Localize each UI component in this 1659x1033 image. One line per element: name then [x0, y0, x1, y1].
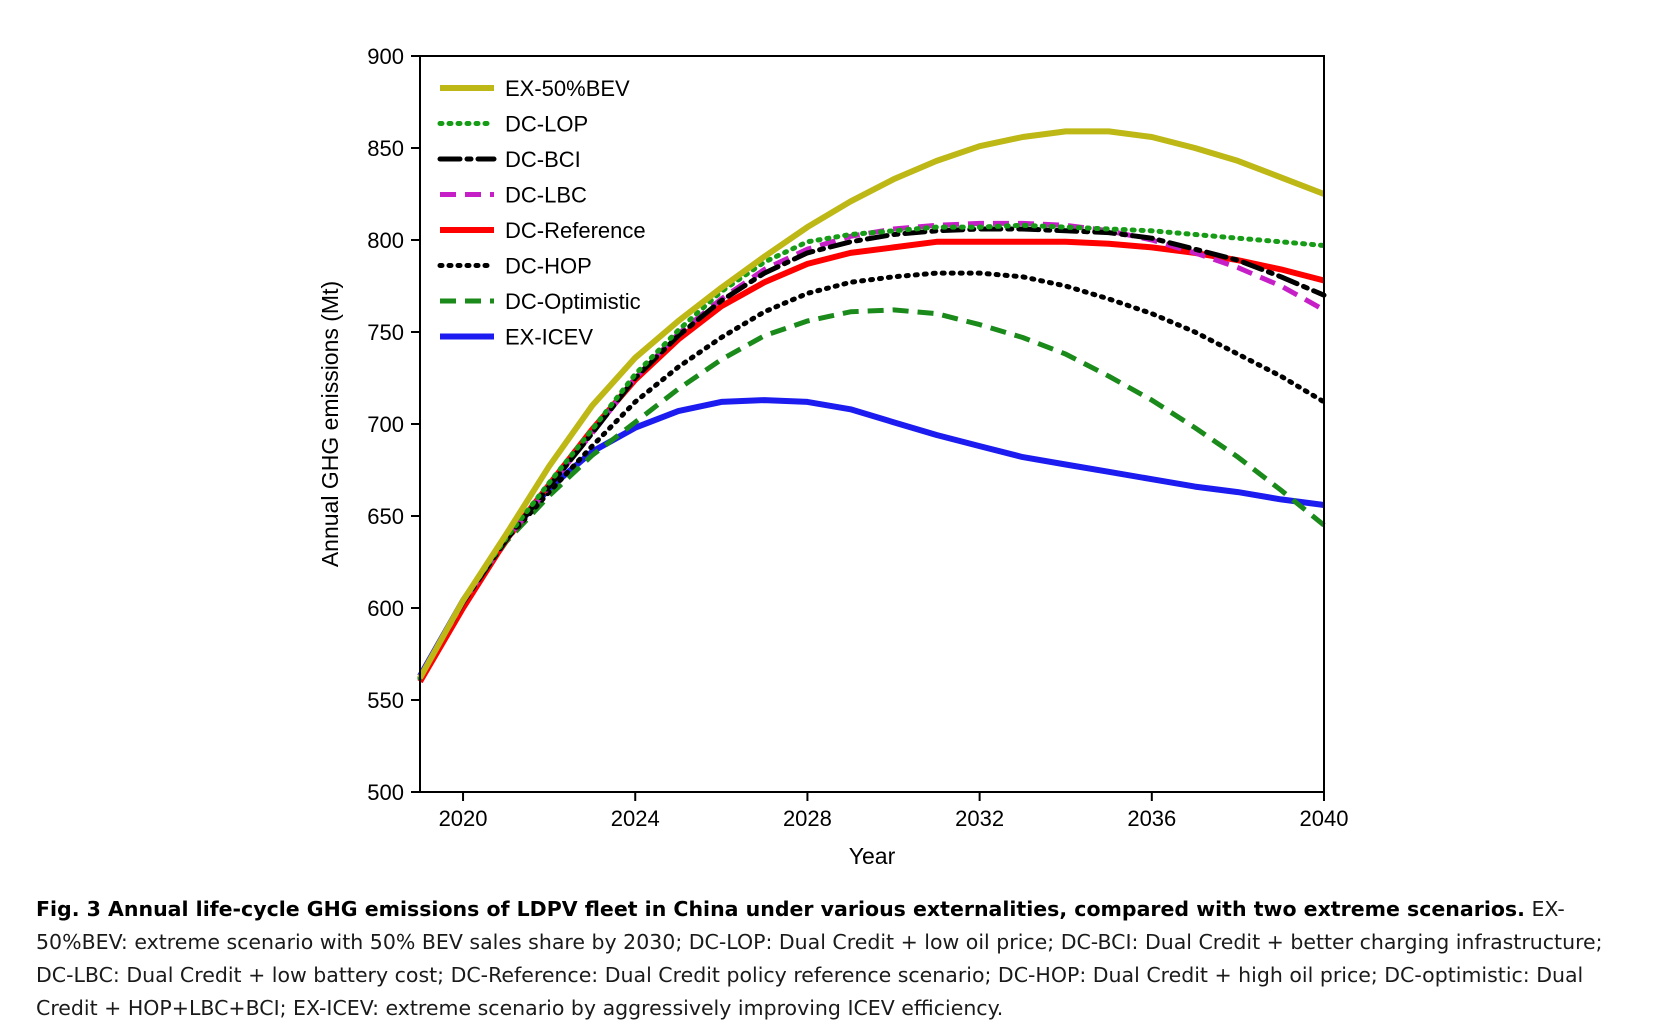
legend-label: EX-50%BEV [505, 76, 630, 101]
y-tick-label: 650 [367, 504, 404, 529]
y-tick-label: 750 [367, 320, 404, 345]
legend-label: DC-BCI [505, 147, 581, 172]
x-tick-label: 2024 [611, 806, 660, 831]
x-axis: 2020 2024 2028 2032 2036 2040 [439, 792, 1349, 831]
caption-text: EX-50%BEV: extreme scenario with 50% BEV… [36, 897, 1603, 1020]
y-axis: 500 550 600 650 700 750 800 850 900 [367, 44, 420, 805]
legend: EX-50%BEV DC-LOP DC-BCI DC-LBC DC-Reference D… [437, 76, 646, 350]
figure-caption: Fig. 3 Annual life-cycle GHG emissions o… [36, 893, 1636, 1025]
y-tick-label: 600 [367, 596, 404, 621]
legend-label: DC-LOP [505, 112, 588, 137]
y-tick-label: 900 [367, 44, 404, 69]
series-line-ex-50-bev [417, 128, 1326, 680]
legend-label: EX-ICEV [505, 325, 593, 350]
series-line-dc-bci [417, 226, 1327, 681]
series-line-dc-lop [417, 222, 1327, 681]
emissions-line-chart: 500 550 600 650 700 750 800 850 900 2020 2024 2028… [317, 44, 1349, 869]
series-layer [417, 128, 1327, 684]
series-line-ex-icev [417, 397, 1325, 678]
legend-label: DC-Optimistic [505, 289, 641, 314]
y-tick-label: 550 [367, 688, 404, 713]
y-tick-label: 850 [367, 136, 404, 161]
x-tick-label: 2036 [1127, 806, 1176, 831]
y-tick-label: 700 [367, 412, 404, 437]
y-axis-title: Annual GHG emissions (Mt) [317, 281, 343, 567]
x-tick-label: 2032 [955, 806, 1004, 831]
y-tick-label: 800 [367, 228, 404, 253]
x-tick-label: 2040 [1300, 806, 1349, 831]
y-tick-label: 500 [367, 780, 404, 805]
x-axis-title: Year [849, 843, 896, 869]
legend-label: DC-HOP [505, 254, 592, 279]
x-tick-label: 2020 [439, 806, 488, 831]
caption-title: Fig. 3 Annual life-cycle GHG emissions o… [36, 897, 1525, 921]
series-line-dc-hop [417, 270, 1327, 681]
legend-label: DC-Reference [505, 218, 646, 243]
legend-label: DC-LBC [505, 183, 587, 208]
series-line-dc-optimistic [417, 307, 1326, 680]
x-tick-label: 2028 [783, 806, 832, 831]
